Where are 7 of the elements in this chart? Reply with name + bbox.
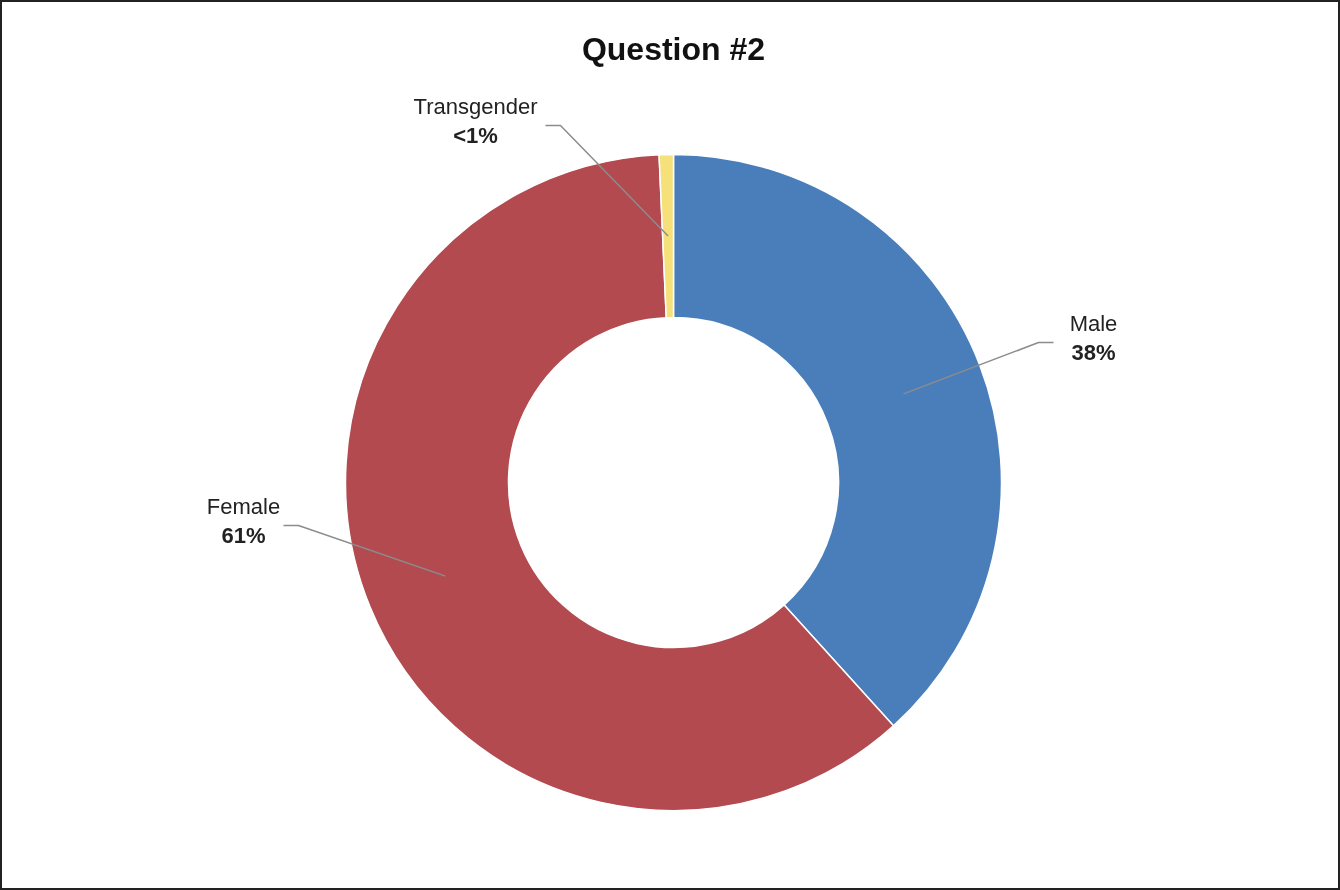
data-label: <1%: [453, 122, 498, 148]
chart-title: Question #2: [581, 30, 766, 67]
data-label: 61%: [221, 522, 266, 548]
slice-label: Transgender: [413, 93, 538, 119]
data-label: 38%: [1071, 339, 1116, 365]
slice-label: Female: [206, 493, 281, 519]
slice-label: Male: [1069, 310, 1118, 336]
